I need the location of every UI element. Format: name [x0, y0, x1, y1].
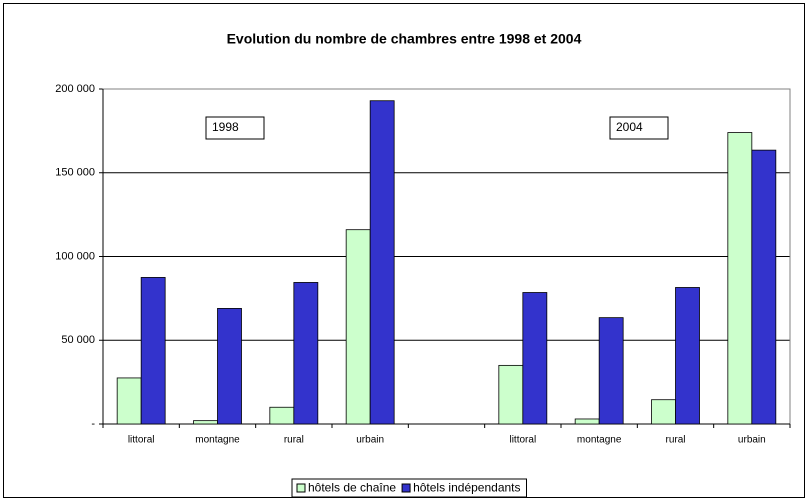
- bar: [116, 377, 142, 425]
- x-tick-label: urbain: [738, 435, 766, 446]
- bar: [727, 132, 753, 425]
- x-tick-label: littoral: [509, 435, 536, 446]
- bar: [140, 277, 166, 425]
- annotation-box: [609, 116, 669, 140]
- bar: [369, 100, 395, 425]
- bar: [293, 282, 319, 425]
- annotation: 1998: [212, 120, 239, 134]
- y-tick-label: 200 000: [55, 83, 95, 95]
- bar: [651, 399, 676, 425]
- y-tick-label: 150 000: [55, 167, 95, 179]
- x-tick-label: rural: [284, 435, 304, 446]
- bar: [345, 229, 371, 425]
- bar: [751, 149, 777, 425]
- bar: [498, 364, 524, 425]
- bar: [193, 420, 218, 425]
- x-tick-label: urbain: [356, 435, 384, 446]
- x-tick-label: rural: [665, 435, 685, 446]
- annotation: 2004: [616, 120, 643, 134]
- x-tick-label: montagne: [195, 435, 240, 446]
- y-tick-label: -: [91, 418, 95, 430]
- legend-swatch: [401, 483, 411, 493]
- bar: [675, 287, 700, 425]
- bar: [269, 406, 295, 425]
- legend-label: hôtels de chaîne: [308, 481, 396, 495]
- chart-title: Evolution du nombre de chambres entre 19…: [227, 31, 582, 47]
- legend-label: hôtels indépendants: [413, 481, 520, 495]
- annotation-box: [205, 116, 265, 140]
- legend-swatch: [296, 483, 306, 493]
- bar: [522, 292, 548, 425]
- x-tick-label: littoral: [128, 435, 155, 446]
- y-tick-label: 50 000: [61, 334, 95, 346]
- x-tick-label: montagne: [577, 435, 622, 446]
- bar: [574, 418, 600, 425]
- y-tick-label: 100 000: [55, 250, 95, 262]
- bar: [217, 308, 242, 425]
- bar: [598, 317, 624, 425]
